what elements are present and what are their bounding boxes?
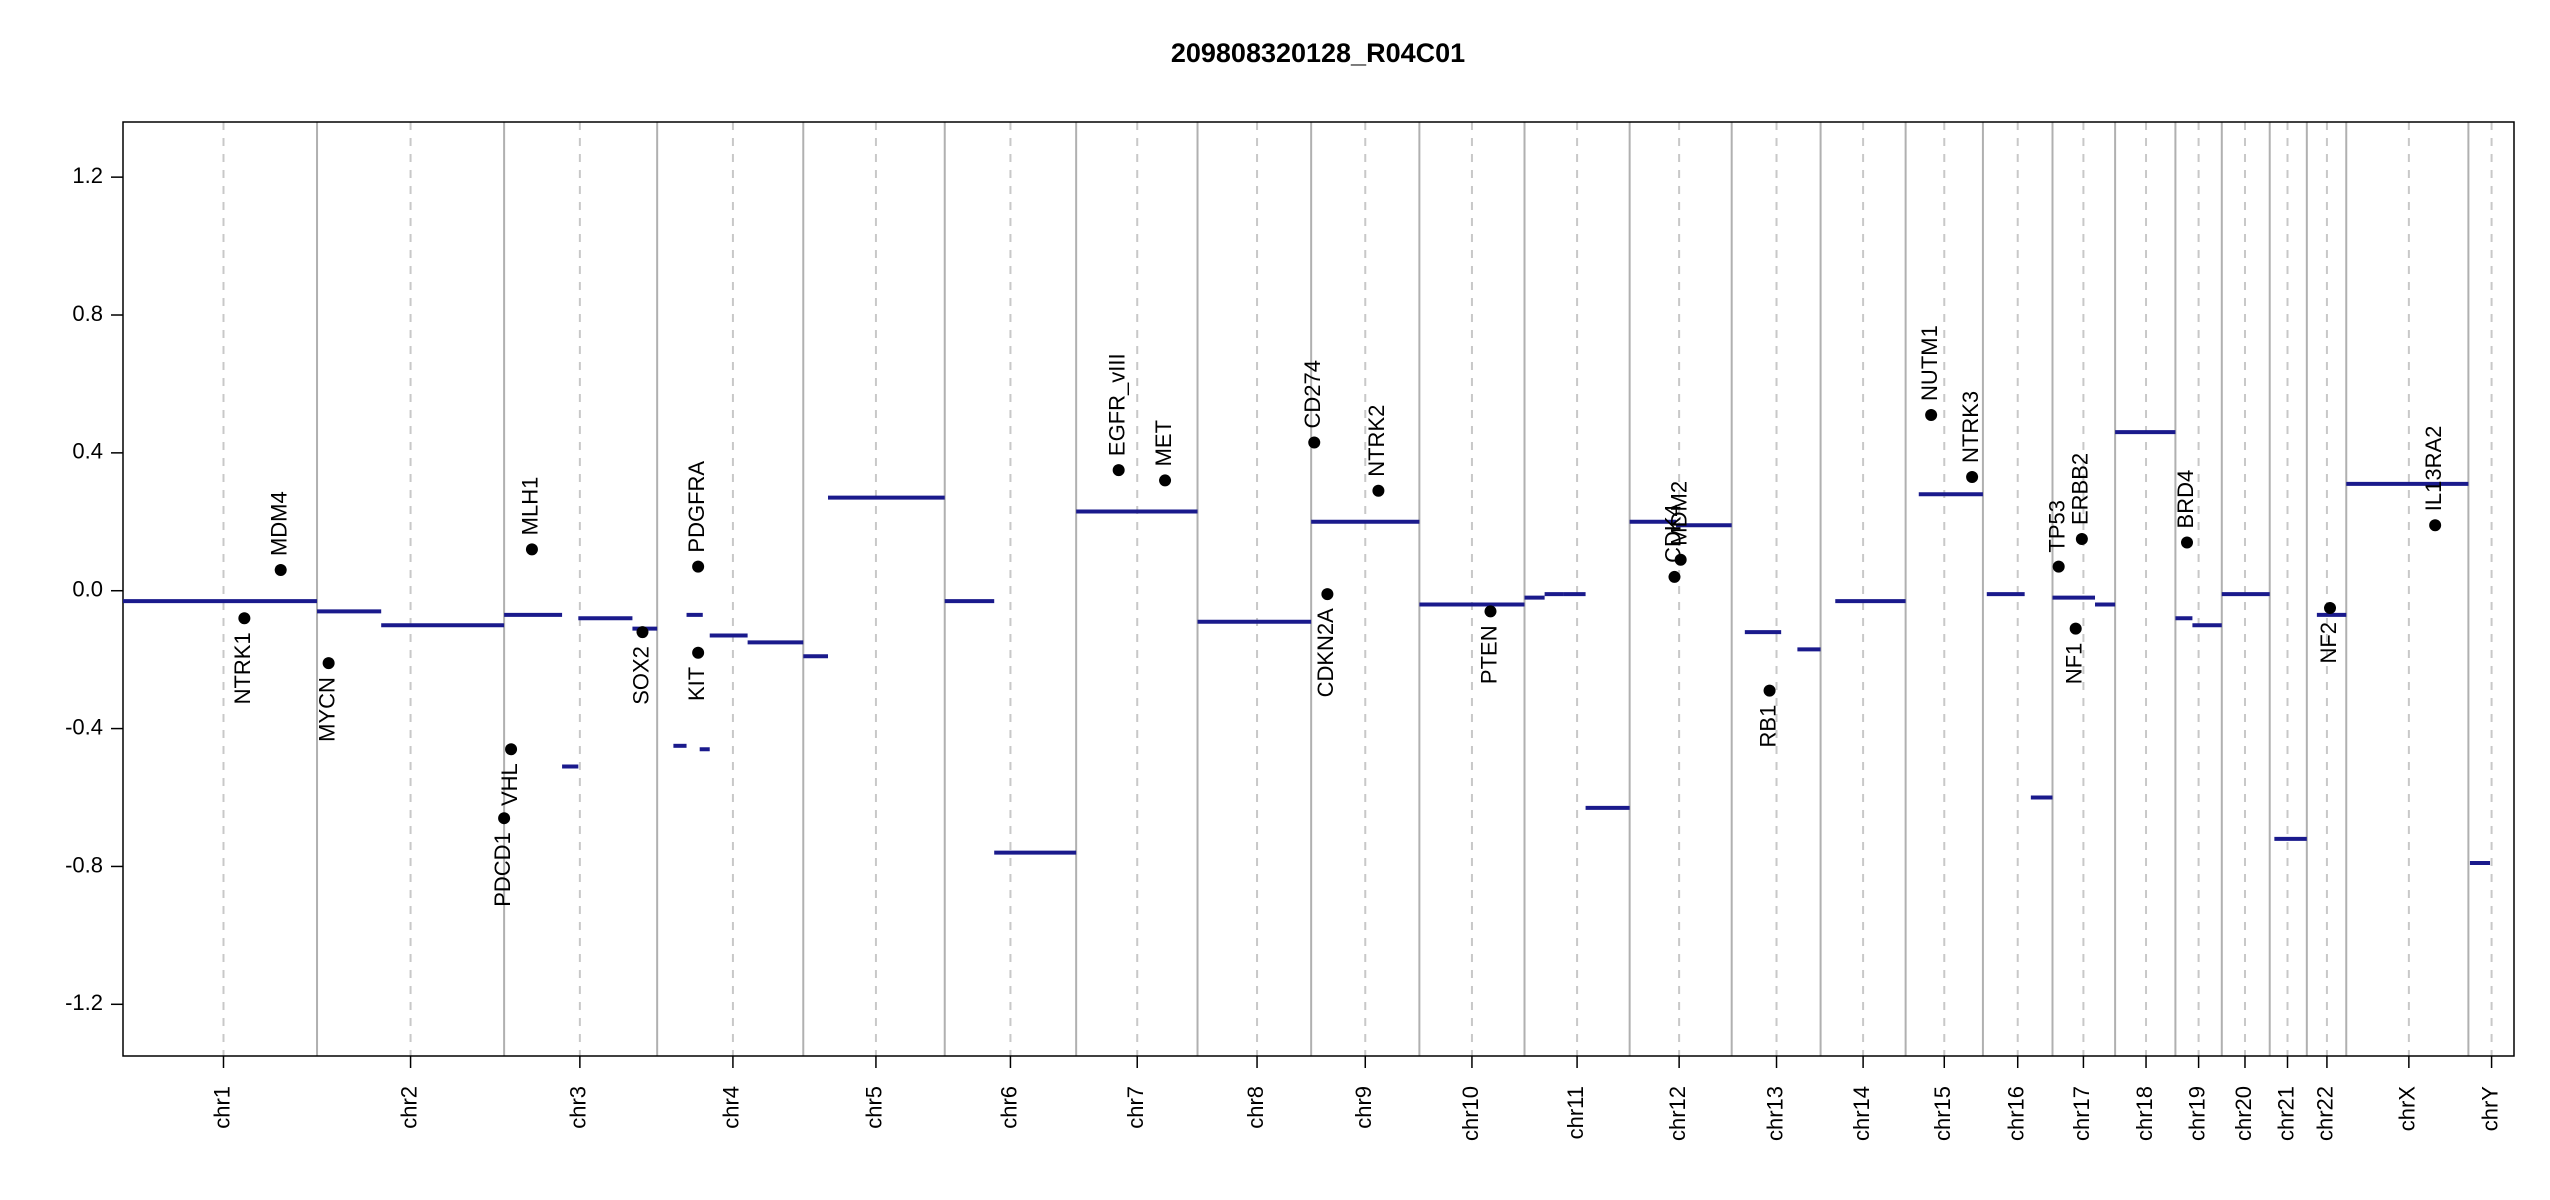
gene-label: PTEN bbox=[1476, 625, 1501, 684]
gene-point bbox=[1159, 474, 1172, 487]
gene-label: NUTM1 bbox=[1917, 325, 1942, 401]
gene-point bbox=[1112, 464, 1125, 477]
y-tick-label: 0.8 bbox=[72, 301, 103, 326]
x-tick-label: chr14 bbox=[1849, 1086, 1874, 1141]
gene-point bbox=[636, 626, 649, 639]
gene-point bbox=[692, 560, 705, 573]
y-tick-label: 0.0 bbox=[72, 577, 103, 602]
gene-label: RB1 bbox=[1755, 705, 1780, 748]
x-tick-label: chr6 bbox=[996, 1086, 1021, 1129]
x-tick-label: chr21 bbox=[2273, 1086, 2298, 1141]
gene-label: NF2 bbox=[2316, 622, 2341, 664]
gene-label: CDK4 bbox=[1660, 504, 1685, 563]
x-tick-label: chr17 bbox=[2069, 1086, 2094, 1141]
gene-label: EGFR_vIII bbox=[1104, 353, 1129, 456]
gene-point bbox=[274, 564, 287, 577]
x-tick-label: chr2 bbox=[396, 1086, 421, 1129]
gene-label: MDM2 bbox=[1666, 481, 1691, 546]
x-tick-label: chr16 bbox=[2004, 1086, 2029, 1141]
gene-point bbox=[525, 543, 538, 556]
gene-label: PDCD1 bbox=[490, 832, 515, 907]
gene-label: NF1 bbox=[2062, 643, 2087, 685]
gene-point bbox=[692, 646, 705, 659]
gene-point bbox=[322, 657, 335, 670]
x-tick-label: chr5 bbox=[862, 1086, 887, 1129]
x-tick-label: chr20 bbox=[2231, 1086, 2256, 1141]
gene-point bbox=[498, 812, 511, 825]
gene-point bbox=[2075, 533, 2088, 546]
gene-point bbox=[2181, 536, 2194, 549]
y-tick-label: 0.4 bbox=[72, 439, 103, 464]
x-tick-label: chrX bbox=[2395, 1086, 2420, 1132]
y-tick-label: -0.4 bbox=[65, 714, 103, 739]
y-tick-label: -0.8 bbox=[65, 852, 103, 877]
gene-label: CDKN2A bbox=[1313, 608, 1338, 698]
gene-point bbox=[505, 743, 518, 756]
gene-label: TP53 bbox=[2044, 500, 2069, 553]
y-tick-label: 1.2 bbox=[72, 163, 103, 188]
gene-label: ERBB2 bbox=[2068, 453, 2093, 525]
x-tick-label: chr15 bbox=[1930, 1086, 1955, 1141]
gene-label: NTRK2 bbox=[1364, 405, 1389, 477]
gene-point bbox=[2429, 519, 2442, 532]
gene-point bbox=[1925, 408, 1938, 421]
gene-point bbox=[1966, 470, 1979, 483]
gene-point bbox=[1668, 570, 1681, 583]
x-tick-label: chr11 bbox=[1563, 1086, 1588, 1139]
x-tick-label: chr7 bbox=[1123, 1086, 1148, 1129]
x-tick-label: chr10 bbox=[1458, 1086, 1483, 1141]
x-tick-label: chr22 bbox=[2313, 1086, 2338, 1141]
gene-label: MLH1 bbox=[518, 477, 543, 536]
gene-point bbox=[1674, 553, 1687, 566]
x-tick-label: chrY bbox=[2477, 1086, 2502, 1132]
gene-label: PDGFRA bbox=[684, 461, 709, 553]
x-tick-label: chr4 bbox=[719, 1086, 744, 1129]
gene-label: MDM4 bbox=[267, 491, 292, 556]
gene-point bbox=[1372, 484, 1385, 497]
gene-point bbox=[1763, 684, 1776, 697]
x-tick-label: chr18 bbox=[2132, 1086, 2157, 1141]
gene-point bbox=[1308, 436, 1321, 449]
x-tick-label: chr9 bbox=[1351, 1086, 1376, 1129]
gene-point bbox=[1484, 605, 1497, 618]
gene-label: NTRK1 bbox=[230, 632, 255, 704]
gene-label: CD274 bbox=[1300, 360, 1325, 428]
x-tick-label: chr8 bbox=[1243, 1086, 1268, 1129]
chart-title: 209808320128_R04C01 bbox=[1171, 38, 1465, 68]
x-tick-label: chr13 bbox=[1762, 1086, 1787, 1141]
plot-frame bbox=[122, 121, 2515, 1057]
x-tick-label: chr3 bbox=[566, 1086, 591, 1129]
gene-label: KIT bbox=[684, 667, 709, 701]
gene-label: BRD4 bbox=[2173, 470, 2198, 529]
gene-label: MET bbox=[1151, 420, 1176, 466]
x-tick-label: chr19 bbox=[2184, 1086, 2209, 1141]
x-tick-label: chr1 bbox=[209, 1086, 234, 1129]
gene-label: MYCN bbox=[314, 677, 339, 742]
gene-label: IL13RA2 bbox=[2421, 426, 2446, 512]
gene-point bbox=[238, 612, 251, 625]
gene-point bbox=[1321, 588, 1334, 601]
y-tick-label: -1.2 bbox=[65, 990, 103, 1015]
gene-label: NTRK3 bbox=[1958, 391, 1983, 463]
gene-label: VHL bbox=[497, 763, 522, 806]
gene-point bbox=[2324, 601, 2337, 614]
x-tick-label: chr12 bbox=[1665, 1086, 1690, 1141]
gene-label: SOX2 bbox=[628, 646, 653, 705]
gene-point bbox=[2069, 622, 2082, 635]
gene-point bbox=[2052, 560, 2065, 573]
